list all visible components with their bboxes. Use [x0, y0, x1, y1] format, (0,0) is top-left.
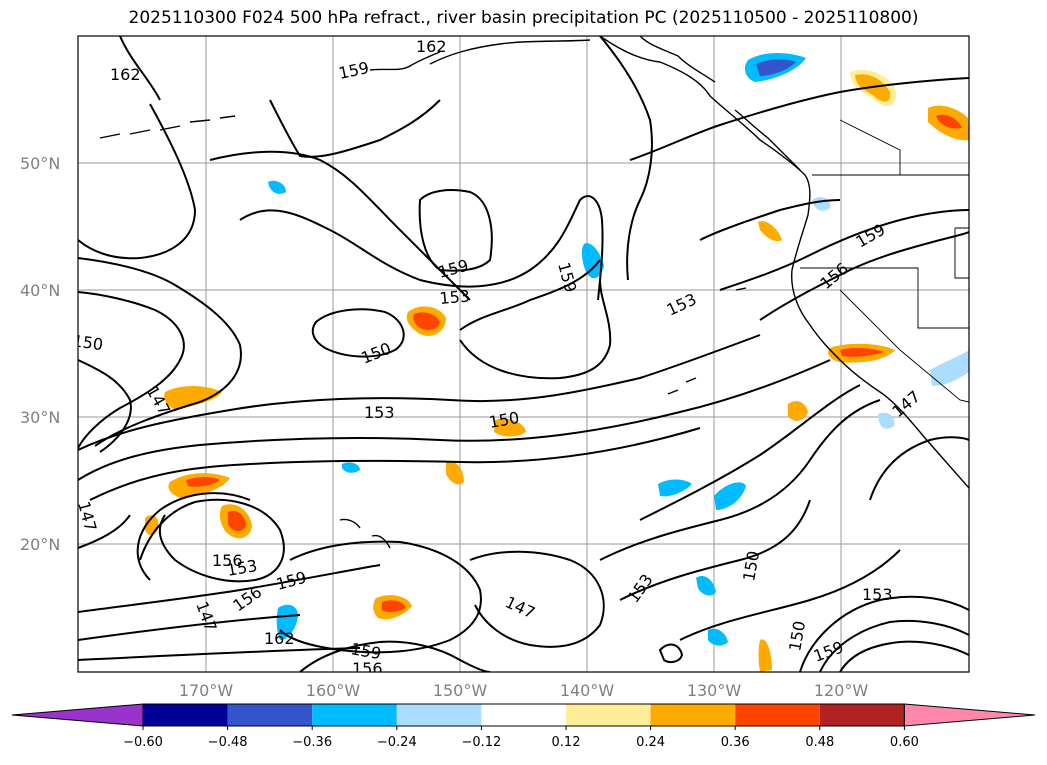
lat-label: 40°N [20, 281, 60, 300]
shade-blob-red [382, 600, 406, 613]
colorbar-segment [566, 704, 651, 726]
shade-blob-navy [756, 59, 796, 76]
shade-blob-orange [758, 221, 782, 242]
lat-label: 20°N [20, 535, 60, 554]
colorbar-tick-label: 0.24 [636, 735, 665, 750]
longitude-labels: 170°W 160°W 150°W 140°W 130°W 120°W [179, 681, 869, 700]
coastlines [99, 36, 969, 549]
shade-blob-blue [268, 180, 286, 194]
colorbar-segment [227, 704, 313, 726]
shade-blob-red [413, 312, 440, 330]
colorbar-tick-label: 0.12 [552, 735, 581, 750]
shade-blob-red [186, 477, 220, 487]
shade-blob-blue [581, 243, 604, 279]
shade-blob-lightblue [878, 412, 895, 429]
colorbar-segment [143, 704, 228, 726]
colorbar-outline [142, 703, 905, 727]
lon-label: 170°W [179, 681, 234, 700]
map-frame [77, 35, 970, 673]
contour-label: 162 [416, 37, 447, 56]
shade-blob-orange [446, 461, 464, 485]
colorbar-segment [396, 704, 482, 726]
map-area: 162 159 162 150 147 147 159 153 150 153 … [71, 36, 969, 678]
shade-blob-red [936, 114, 962, 129]
shade-blob-blue [696, 575, 716, 596]
contour-label: 153 [364, 403, 395, 422]
colorbar-tick-label: 0.60 [890, 735, 919, 750]
colorbar-segment [819, 704, 905, 726]
shade-blob-orange [494, 418, 526, 437]
shade-blob-orange [758, 639, 772, 672]
colorbar: −0.60 −0.48 −0.36 −0.24 −0.12 0.12 0.24 0.36 0.4… [11, 703, 1036, 750]
shade-blob-orange [788, 401, 808, 421]
shade-blob-orange [164, 386, 222, 410]
lon-label: 140°W [560, 681, 615, 700]
colorbar-segment [312, 704, 397, 726]
borders [800, 119, 969, 403]
refractivity-contours [78, 36, 969, 672]
lon-label: 120°W [814, 681, 869, 700]
lat-label: 30°N [20, 408, 60, 427]
lon-label: 160°W [306, 681, 361, 700]
latitude-labels: 50°N 40°N 30°N 20°N [20, 154, 60, 554]
colorbar-extend-min [11, 703, 144, 727]
contour-label: 156 [212, 551, 243, 570]
colorbar-extend-max [903, 703, 1036, 727]
contour-label: 156 [352, 659, 383, 678]
contour-label: 153 [439, 286, 471, 308]
precip-shading [145, 53, 969, 672]
contour-label: 162 [110, 65, 141, 84]
lon-label: 130°W [687, 681, 742, 700]
map-title: 2025110300 F024 500 hPa refract., river … [128, 8, 919, 28]
shade-blob-blue [714, 482, 746, 510]
shade-blob-blue [708, 628, 728, 646]
colorbar-segment [735, 704, 820, 726]
colorbar-tick-label: −0.36 [292, 735, 332, 750]
shade-blob-blue [342, 462, 360, 473]
colorbar-segment [650, 704, 736, 726]
shade-blob-red [840, 347, 884, 357]
contour-label: 150 [71, 331, 104, 354]
shade-blob-blue [930, 350, 969, 386]
contour-label: 153 [862, 585, 893, 604]
colorbar-tick-label: −0.24 [377, 735, 417, 750]
colorbar-tick-label: 0.36 [721, 735, 750, 750]
contour-label: 162 [264, 629, 295, 648]
colorbar-tick-label: 0.48 [805, 735, 834, 750]
colorbar-tick-label: −0.48 [208, 735, 248, 750]
shade-blob-red [228, 510, 246, 532]
lat-label: 50°N [20, 154, 60, 173]
colorbar-tick-label: −0.60 [123, 735, 163, 750]
shade-blob-blue [658, 479, 692, 497]
lon-label: 150°W [433, 681, 488, 700]
colorbar-tick-label: −0.12 [461, 735, 501, 750]
colorbar-segment [481, 704, 566, 726]
contour-labels: 162 159 162 150 147 147 159 153 150 153 … [71, 37, 924, 678]
contour-label: 147 [74, 499, 100, 533]
